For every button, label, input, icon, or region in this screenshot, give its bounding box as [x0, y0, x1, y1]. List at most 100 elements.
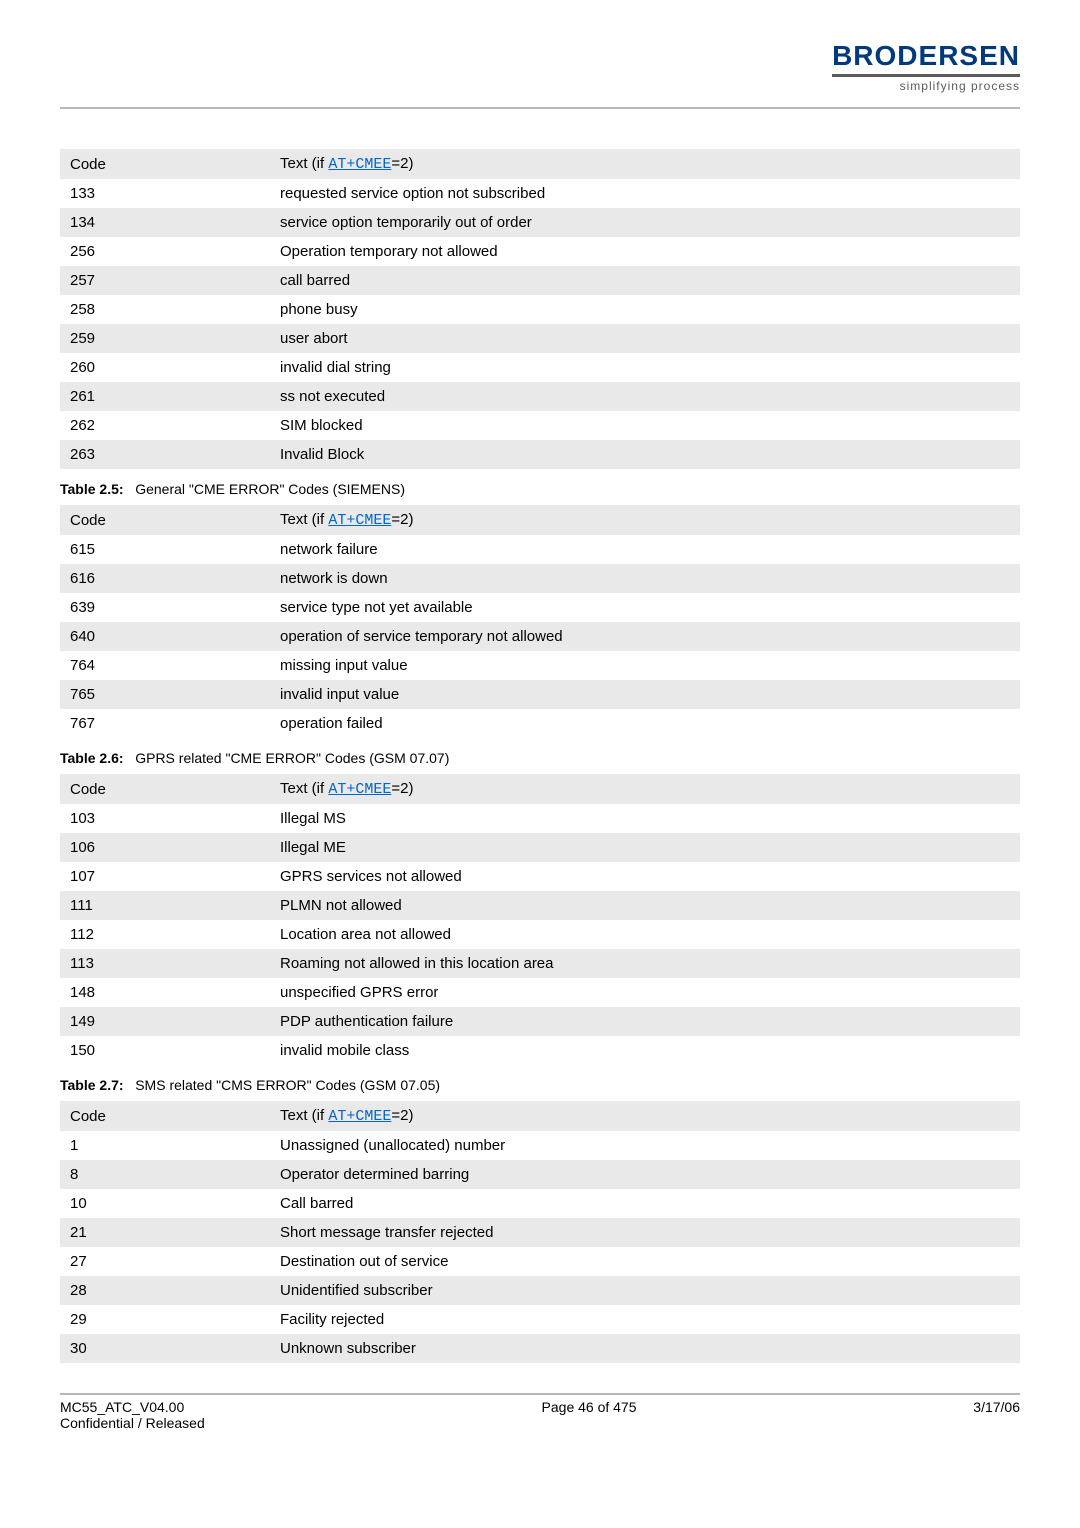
err-text-cell: Unknown subscriber — [270, 1334, 1020, 1363]
table-row: 616network is down — [60, 564, 1020, 593]
table-row: 30Unknown subscriber — [60, 1334, 1020, 1363]
err-code-cell: 113 — [60, 949, 270, 978]
footer-doc-id: MC55_ATC_V04.00 — [60, 1399, 184, 1415]
tables-container: CodeText (if AT+CMEE=2)133requested serv… — [60, 149, 1020, 1363]
err-code-cell: 1 — [60, 1131, 270, 1160]
err-text-cell: Illegal ME — [270, 833, 1020, 862]
table-row: 21Short message transfer rejected — [60, 1218, 1020, 1247]
table-row: 10Call barred — [60, 1189, 1020, 1218]
caption-label: Table 2.5: — [60, 481, 124, 497]
at-cmee-link[interactable]: AT+CMEE — [328, 1108, 391, 1125]
err-text-cell: unspecified GPRS error — [270, 978, 1020, 1007]
err-text-cell: Roaming not allowed in this location are… — [270, 949, 1020, 978]
page-footer: MC55_ATC_V04.00 Confidential / Released … — [60, 1399, 1020, 1431]
err-code-cell: 260 — [60, 353, 270, 382]
table-row: 767operation failed — [60, 709, 1020, 738]
err-code-cell: 27 — [60, 1247, 270, 1276]
err-code-cell: 148 — [60, 978, 270, 1007]
err-code-cell: 765 — [60, 680, 270, 709]
footer-left: MC55_ATC_V04.00 Confidential / Released — [60, 1399, 205, 1431]
caption-text: SMS related "CMS ERROR" Codes (GSM 07.05… — [135, 1077, 440, 1093]
at-cmee-link[interactable]: AT+CMEE — [328, 156, 391, 173]
err-code-cell: 106 — [60, 833, 270, 862]
err-text-cell: Short message transfer rejected — [270, 1218, 1020, 1247]
err-code-cell: 8 — [60, 1160, 270, 1189]
header-code: Code — [60, 774, 270, 804]
err-code-cell: 258 — [60, 295, 270, 324]
table-header-row: CodeText (if AT+CMEE=2) — [60, 149, 1020, 179]
table-header-row: CodeText (if AT+CMEE=2) — [60, 1101, 1020, 1131]
err-text-cell: ss not executed — [270, 382, 1020, 411]
err-code-cell: 134 — [60, 208, 270, 237]
err-code-cell: 263 — [60, 440, 270, 469]
table-row: 257call barred — [60, 266, 1020, 295]
table-row: 263Invalid Block — [60, 440, 1020, 469]
err-text-cell: Call barred — [270, 1189, 1020, 1218]
err-text-cell: Operator determined barring — [270, 1160, 1020, 1189]
err-code-cell: 107 — [60, 862, 270, 891]
err-text-cell: network is down — [270, 564, 1020, 593]
err-code-cell: 149 — [60, 1007, 270, 1036]
table-row: 258phone busy — [60, 295, 1020, 324]
err-code-cell: 256 — [60, 237, 270, 266]
table-row: 8Operator determined barring — [60, 1160, 1020, 1189]
at-cmee-link[interactable]: AT+CMEE — [328, 781, 391, 798]
err-text-cell: Facility rejected — [270, 1305, 1020, 1334]
table-row: 28Unidentified subscriber — [60, 1276, 1020, 1305]
err-text-cell: invalid dial string — [270, 353, 1020, 382]
table-row: 111PLMN not allowed — [60, 891, 1020, 920]
table-row: 764missing input value — [60, 651, 1020, 680]
table-row: 149PDP authentication failure — [60, 1007, 1020, 1036]
err-text-cell: phone busy — [270, 295, 1020, 324]
err-text-cell: Unidentified subscriber — [270, 1276, 1020, 1305]
caption-label: Table 2.6: — [60, 750, 124, 766]
err-text-cell: GPRS services not allowed — [270, 862, 1020, 891]
table-caption: Table 2.7: SMS related "CMS ERROR" Codes… — [60, 1077, 1020, 1093]
header-text: Text (if AT+CMEE=2) — [270, 774, 1020, 804]
err-code-cell: 111 — [60, 891, 270, 920]
table-row: 113Roaming not allowed in this location … — [60, 949, 1020, 978]
table-caption: Table 2.5: General "CME ERROR" Codes (SI… — [60, 481, 1020, 497]
footer-divider — [60, 1393, 1020, 1395]
err-code-cell: 150 — [60, 1036, 270, 1065]
err-code-cell: 103 — [60, 804, 270, 833]
footer-page: Page 46 of 475 — [542, 1399, 637, 1431]
err-text-cell: PLMN not allowed — [270, 891, 1020, 920]
err-text-cell: network failure — [270, 535, 1020, 564]
footer-status: Confidential / Released — [60, 1415, 205, 1431]
table-row: 262SIM blocked — [60, 411, 1020, 440]
err-text-cell: operation of service temporary not allow… — [270, 622, 1020, 651]
err-text-cell: missing input value — [270, 651, 1020, 680]
header-text: Text (if AT+CMEE=2) — [270, 505, 1020, 535]
caption-text: General "CME ERROR" Codes (SIEMENS) — [135, 481, 405, 497]
table-row: 1Unassigned (unallocated) number — [60, 1131, 1020, 1160]
err-text-cell: PDP authentication failure — [270, 1007, 1020, 1036]
err-code-cell: 21 — [60, 1218, 270, 1247]
brand-name: BRODERSEN — [832, 40, 1020, 72]
brand-tagline: simplifying process — [832, 79, 1020, 93]
table-header-row: CodeText (if AT+CMEE=2) — [60, 774, 1020, 804]
at-cmee-link[interactable]: AT+CMEE — [328, 512, 391, 529]
error-code-table: CodeText (if AT+CMEE=2)103Illegal MS106I… — [60, 774, 1020, 1065]
table-row: 107GPRS services not allowed — [60, 862, 1020, 891]
table-row: 134service option temporarily out of ord… — [60, 208, 1020, 237]
table-row: 259user abort — [60, 324, 1020, 353]
err-text-cell: requested service option not subscribed — [270, 179, 1020, 208]
footer-date: 3/17/06 — [973, 1399, 1020, 1431]
err-code-cell: 615 — [60, 535, 270, 564]
err-code-cell: 639 — [60, 593, 270, 622]
err-text-cell: Location area not allowed — [270, 920, 1020, 949]
err-text-cell: operation failed — [270, 709, 1020, 738]
error-code-table: CodeText (if AT+CMEE=2)615network failur… — [60, 505, 1020, 738]
err-code-cell: 262 — [60, 411, 270, 440]
table-row: 639service type not yet available — [60, 593, 1020, 622]
err-code-cell: 133 — [60, 179, 270, 208]
err-code-cell: 261 — [60, 382, 270, 411]
err-code-cell: 10 — [60, 1189, 270, 1218]
header-code: Code — [60, 505, 270, 535]
err-text-cell: SIM blocked — [270, 411, 1020, 440]
table-row: 133requested service option not subscrib… — [60, 179, 1020, 208]
brand-logo: BRODERSEN simplifying process — [832, 40, 1020, 93]
table-row: 150invalid mobile class — [60, 1036, 1020, 1065]
table-row: 106Illegal ME — [60, 833, 1020, 862]
